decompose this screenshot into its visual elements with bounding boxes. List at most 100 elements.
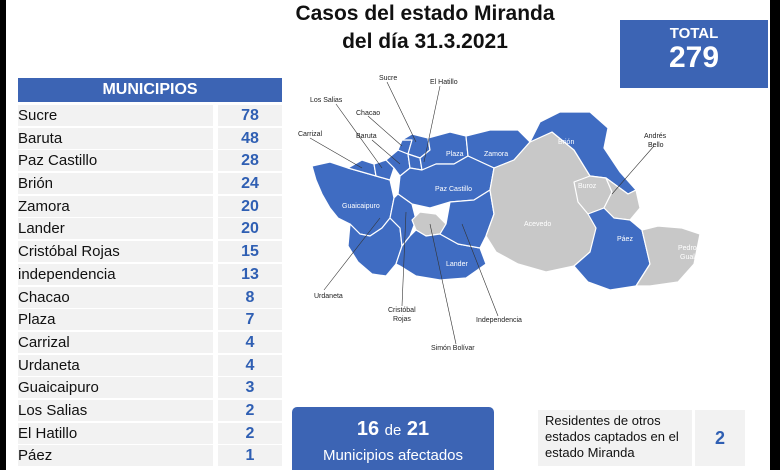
municipio-value: 13 <box>218 263 282 285</box>
table-row: Baruta 48 <box>18 127 282 151</box>
label-cristobal-rojas-2: Rojas <box>393 316 411 323</box>
residents-text-line-1: Residentes de otros <box>545 413 661 428</box>
municipio-name: Cristóbal Rojas <box>18 241 213 263</box>
municipio-name: Zamora <box>18 195 213 217</box>
region-pedro-gual <box>635 225 701 287</box>
municipio-name: Baruta <box>18 127 213 149</box>
leader-line <box>367 115 403 147</box>
table-row: independencia 13 <box>18 263 282 287</box>
title-line-1: Casos del estado Miranda <box>295 2 555 25</box>
table-row: Lander 20 <box>18 218 282 241</box>
leader-line <box>371 139 401 165</box>
municipio-name: Brión <box>18 173 213 195</box>
label-baruta: Baruta <box>356 133 377 140</box>
municipio-value: 20 <box>218 218 282 240</box>
total-box: TOTAL 279 <box>620 20 768 88</box>
leader-line <box>335 103 383 169</box>
residents-value: 2 <box>695 410 745 466</box>
municipio-value: 1 <box>218 445 282 467</box>
left-edge-bar <box>0 0 6 470</box>
municipio-name: Carrizal <box>18 331 213 353</box>
label-paz-castillo: Paz Castillo <box>435 186 472 193</box>
table-row: Páez 1 <box>18 445 282 468</box>
table-row: Cristóbal Rojas 15 <box>18 241 282 264</box>
label-sucre: Sucre <box>379 75 397 82</box>
table-row: Zamora 20 <box>18 195 282 219</box>
municipio-name: Sucre <box>18 105 213 126</box>
label-andres-bello-2: Bello <box>648 142 664 149</box>
title-line-2: del día 31.3.2021 <box>342 30 508 53</box>
table-row: Paz Castillo 28 <box>18 150 282 173</box>
affected-count: 16 de 21 <box>292 417 494 443</box>
label-urdaneta: Urdaneta <box>314 293 343 300</box>
table-row: Carrizal 4 <box>18 331 282 355</box>
label-paez: Páez <box>617 236 633 243</box>
label-lander: Lander <box>446 261 468 268</box>
municipio-value: 4 <box>218 331 282 353</box>
leader-line <box>423 85 441 163</box>
municipios-table: Sucre 78 Baruta 48 Paz Castillo 28 Brión 24 Zamo… <box>18 105 282 468</box>
affected-municipalities-box: 16 de 21 Municipios afectados <box>292 407 494 470</box>
municipio-name: Urdaneta <box>18 354 213 376</box>
municipio-value: 24 <box>218 173 282 195</box>
affected-label: Municipios afectados <box>322 447 464 464</box>
municipio-value: 48 <box>218 127 282 149</box>
municipio-value: 78 <box>218 105 282 126</box>
label-zamora: Zamora <box>484 151 508 158</box>
municipio-value: 2 <box>218 399 282 421</box>
municipio-value: 20 <box>218 195 282 217</box>
region-brion <box>529 111 637 195</box>
municipio-value: 8 <box>218 286 282 308</box>
label-independencia: Independencia <box>476 317 522 324</box>
miranda-map: Sucre El Hatillo Los Salias Chacao Carri… <box>298 75 701 352</box>
label-andres-bello-1: Andrés <box>644 133 667 140</box>
label-buroz: Buroz <box>578 183 597 190</box>
region-lander <box>395 229 487 281</box>
label-chacao: Chacao <box>356 110 380 117</box>
label-cristobal-rojas-1: Cristóbal <box>388 307 416 314</box>
table-row: Guaicaipuro 3 <box>18 377 282 400</box>
municipio-value: 3 <box>218 377 282 399</box>
table-row: Chacao 8 <box>18 286 282 310</box>
leader-line <box>323 217 381 291</box>
leader-line <box>386 81 417 143</box>
municipio-value: 15 <box>218 241 282 263</box>
label-los-salias: Los Salias <box>310 97 343 104</box>
municipio-name: El Hatillo <box>18 422 213 444</box>
residents-text-line-3: estado Miranda <box>545 445 635 460</box>
municipio-value: 7 <box>218 309 282 331</box>
label-carrizal: Carrizal <box>298 131 323 138</box>
label-plaza: Plaza <box>446 151 464 158</box>
municipio-name: independencia <box>18 263 213 285</box>
table-row: El Hatillo 2 <box>18 422 282 446</box>
residents-text-line-2: estados captados en el <box>545 429 679 444</box>
right-edge-bar <box>770 0 780 470</box>
label-brion: Brión <box>558 139 574 146</box>
leader-line <box>401 211 407 307</box>
table-row: Sucre 78 <box>18 105 282 128</box>
affected-count-number: 16 <box>356 418 380 440</box>
municipios-header: MUNICIPIOS <box>18 78 282 102</box>
municipio-name: Paz Castillo <box>18 150 213 172</box>
leader-line <box>611 145 655 195</box>
label-simon-bolivar: Simón Bolívar <box>431 345 475 352</box>
municipio-name: Guaicaipuro <box>18 377 213 399</box>
label-acevedo: Acevedo <box>524 221 551 228</box>
label-pedro-gual-1: Pedro <box>678 245 697 252</box>
municipio-name: Páez <box>18 445 213 467</box>
affected-count-total: 21 <box>406 418 430 440</box>
municipio-name: Plaza <box>18 309 213 331</box>
residents-text-box: Residentes de otros estados captados en … <box>538 410 692 466</box>
label-pedro-gual-2: Gual <box>680 254 695 261</box>
municipio-name: Los Salias <box>18 399 213 421</box>
leader-line <box>461 223 499 317</box>
table-row: Plaza 7 <box>18 309 282 332</box>
leader-line <box>309 137 363 169</box>
affected-count-de: de <box>384 422 402 439</box>
total-label: TOTAL <box>669 25 719 42</box>
total-value: 279 <box>668 41 720 74</box>
region-los-salias <box>373 159 395 181</box>
municipio-name: Lander <box>18 218 213 240</box>
page-title: Casos del estado Miranda del día 31.3.20… <box>240 0 610 56</box>
municipio-value: 28 <box>218 150 282 172</box>
